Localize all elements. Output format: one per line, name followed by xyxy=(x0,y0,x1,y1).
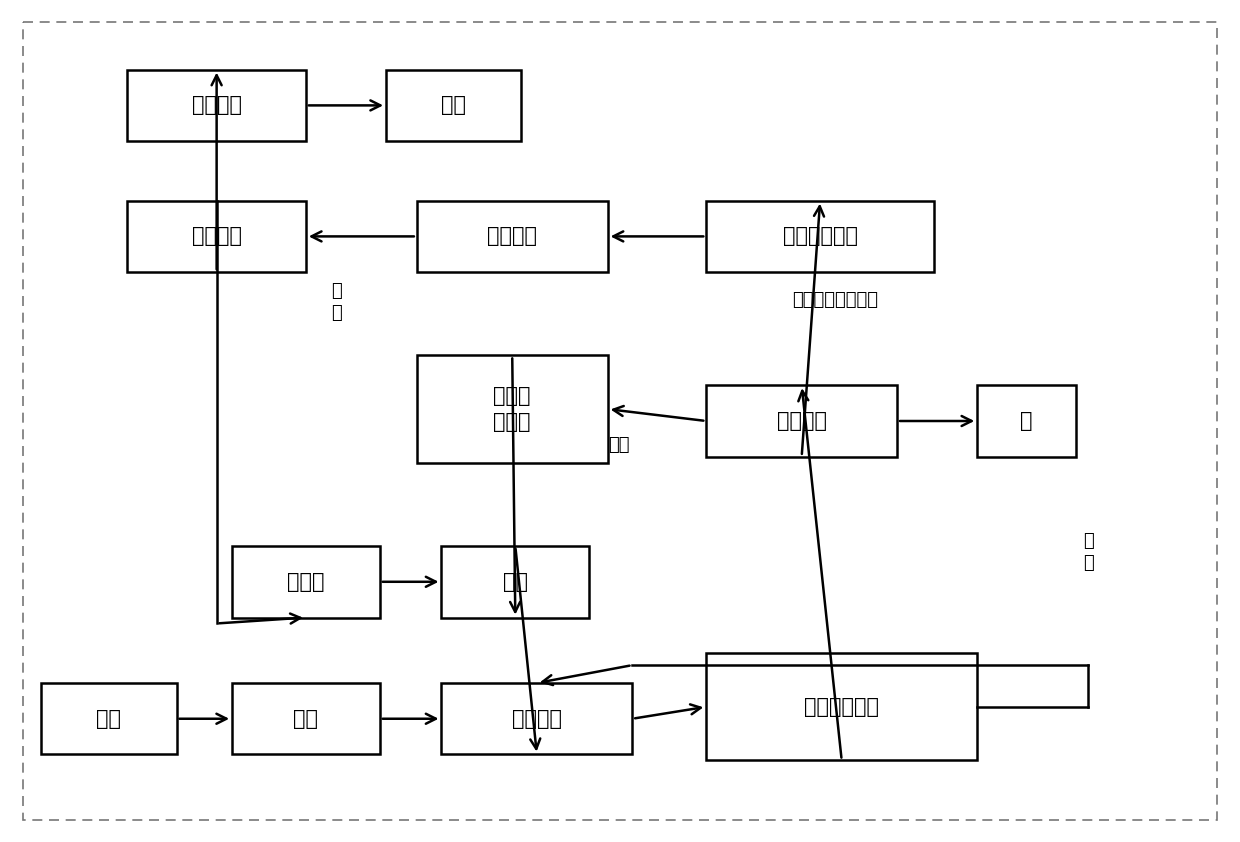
Text: 艾片: 艾片 xyxy=(441,95,466,115)
Text: 回
收: 回 收 xyxy=(331,282,342,322)
Text: 减压蒸发: 减压蒸发 xyxy=(487,226,537,247)
Text: 减压升华: 减压升华 xyxy=(192,95,242,115)
Text: 石油醚萃取液: 石油醚萃取液 xyxy=(782,226,858,247)
Text: 加水蒸发: 加水蒸发 xyxy=(512,709,562,728)
Bar xyxy=(386,70,522,141)
Bar xyxy=(707,200,934,272)
Text: 回
流: 回 流 xyxy=(1083,532,1094,572)
Bar xyxy=(417,355,608,463)
Text: 同时蒸馏萃取结束: 同时蒸馏萃取结束 xyxy=(792,290,878,308)
Bar xyxy=(707,386,897,456)
Text: 粉碎: 粉碎 xyxy=(294,709,319,728)
Bar xyxy=(707,653,977,760)
Text: 水: 水 xyxy=(1021,411,1033,431)
Bar xyxy=(441,546,589,617)
Bar xyxy=(441,683,632,754)
Text: 水醚分层: 水醚分层 xyxy=(776,411,827,431)
Text: 艾片粗品: 艾片粗品 xyxy=(192,226,242,247)
Bar xyxy=(128,70,306,141)
Text: 回流: 回流 xyxy=(608,436,629,454)
Bar xyxy=(417,200,608,272)
Text: 石油醚: 石油醚 xyxy=(288,572,325,592)
Bar xyxy=(128,200,306,272)
Text: 石油醚
萃取液: 石油醚 萃取液 xyxy=(494,386,531,432)
Bar xyxy=(41,683,176,754)
Bar xyxy=(977,386,1076,456)
Bar xyxy=(232,683,379,754)
Text: 原料: 原料 xyxy=(97,709,122,728)
Text: 蒸发: 蒸发 xyxy=(502,572,528,592)
Bar xyxy=(232,546,379,617)
Text: 两相蒸汽萃取: 两相蒸汽萃取 xyxy=(805,697,879,717)
